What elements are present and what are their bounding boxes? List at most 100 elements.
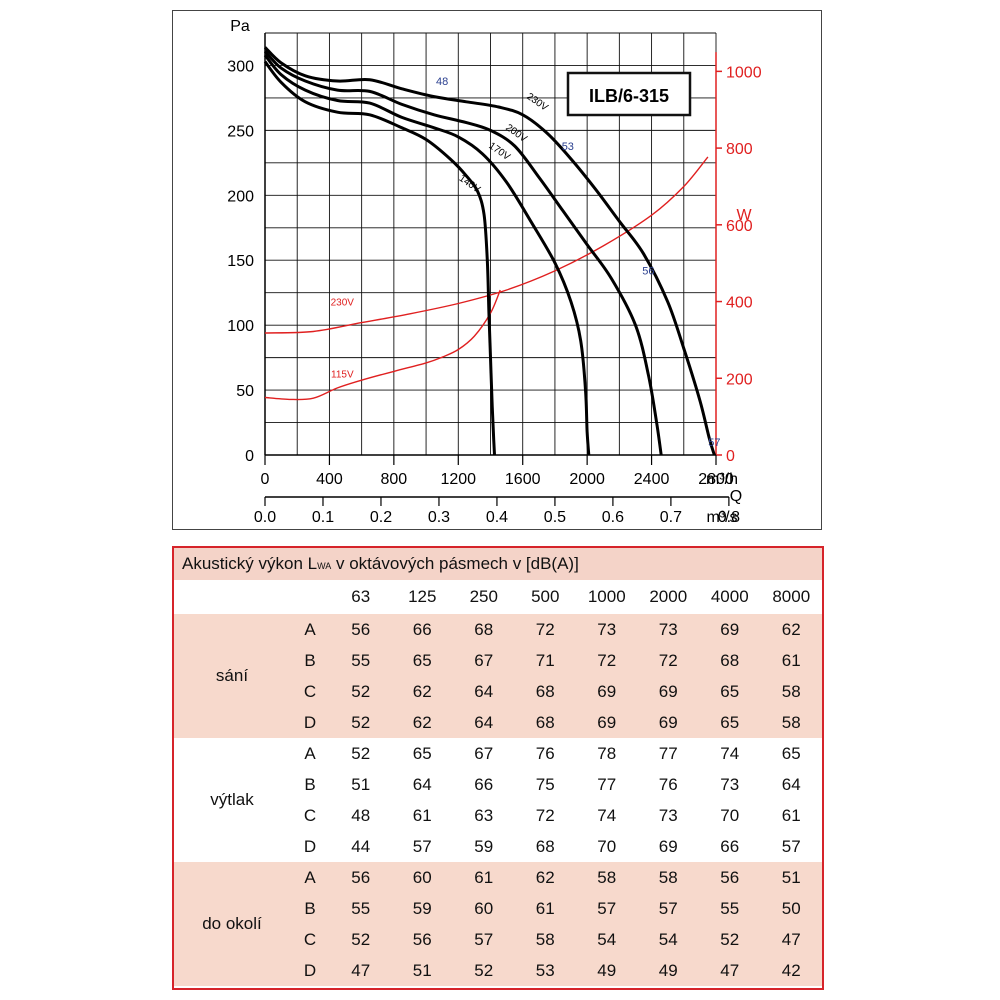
x2-tick-label: 0.3 [428, 509, 450, 526]
table-cell: 59 [391, 893, 453, 924]
band-header: 500 [531, 587, 560, 606]
group-label: výtlak [174, 738, 290, 862]
table-cell: 62 [391, 707, 453, 738]
table-cell: 65 [760, 738, 822, 769]
table-cell: 47 [699, 955, 761, 986]
x2-tick-label: 0.5 [544, 509, 566, 526]
table-cell: 67 [453, 738, 515, 769]
table-cell: 66 [453, 769, 515, 800]
table-title-subscript: WA [317, 561, 332, 571]
table-row: C 52 62 64 68 69 69 65 58 [174, 676, 822, 707]
x2-tick-label: 0.8 [718, 509, 740, 526]
header-empty-cell [290, 580, 330, 614]
power-curve-label: 115V [331, 370, 354, 381]
row-label: A [290, 614, 330, 645]
band-header: 2000 [649, 587, 688, 606]
x-tick-label: 400 [316, 471, 343, 488]
y-tick-label: 0 [245, 448, 254, 465]
y-tick-label: 50 [236, 383, 254, 400]
pressure-curve-140V [263, 60, 496, 456]
y2-axis-unit: W [736, 207, 752, 224]
table-cell: 55 [330, 893, 392, 924]
table-cell: 54 [576, 924, 638, 955]
table-cell: 74 [576, 800, 638, 831]
table-cell: 78 [576, 738, 638, 769]
y-tick-label: 150 [227, 253, 254, 270]
x-tick-label: 2000 [569, 471, 605, 488]
x2-tick-label: 0.4 [486, 509, 508, 526]
table-cell: 52 [330, 707, 392, 738]
table-cell: 50 [760, 893, 822, 924]
x2-tick-label: 0.1 [312, 509, 334, 526]
table-cell: 65 [391, 738, 453, 769]
table-row: D 47 51 52 53 49 49 47 42 [174, 955, 822, 986]
table-cell: 52 [330, 924, 392, 955]
table-cell: 64 [453, 676, 515, 707]
x-tick-label: 2400 [634, 471, 670, 488]
row-label: D [290, 955, 330, 986]
row-label: B [290, 893, 330, 924]
table-cell: 70 [699, 800, 761, 831]
table-cell: 64 [391, 769, 453, 800]
table-cell: 75 [514, 769, 576, 800]
table-cell: 56 [330, 614, 392, 645]
table-cell: 51 [330, 769, 392, 800]
table-row: D 52 62 64 68 69 69 65 58 [174, 707, 822, 738]
table-cell: 54 [637, 924, 699, 955]
y2-tick-label: 200 [726, 371, 753, 388]
table-cell: 57 [760, 831, 822, 862]
y-tick-label: 300 [227, 58, 254, 75]
table-cell: 65 [391, 645, 453, 676]
table-cell: 57 [637, 893, 699, 924]
operating-point-label: 57 [708, 437, 720, 449]
table-cell: 51 [760, 862, 822, 893]
y-tick-label: 100 [227, 318, 254, 335]
power-curve-label: 230V [331, 297, 355, 308]
table-cell: 76 [637, 769, 699, 800]
table-cell: 72 [514, 800, 576, 831]
table-row: výtlak A 52 65 67 76 78 77 74 65 [174, 738, 822, 862]
table-cell: 62 [391, 676, 453, 707]
table-cell: 62 [514, 862, 576, 893]
operating-point-label: 56 [642, 266, 654, 278]
y2-tick-label: 800 [726, 141, 753, 158]
table-cell: 73 [637, 800, 699, 831]
table-row: do okolí A 56 60 61 62 58 58 56 51 [174, 862, 822, 986]
table-cell: 68 [453, 614, 515, 645]
table-row: sání A 56 66 68 72 73 73 69 62 [174, 614, 822, 738]
table-cell: 58 [760, 707, 822, 738]
table-cell: 58 [760, 676, 822, 707]
table-cell: 48 [330, 800, 392, 831]
x2-tick-label: 0.0 [254, 509, 276, 526]
band-header: 4000 [710, 587, 749, 606]
table-cell: 65 [699, 676, 761, 707]
row-label: A [290, 738, 330, 769]
table-cell: 56 [330, 862, 392, 893]
table-row: B 51 64 66 75 77 76 73 64 [174, 769, 822, 800]
band-header: 1000 [587, 587, 626, 606]
pressure-curves [263, 46, 716, 456]
row-label: D [290, 831, 330, 862]
row-label: D [290, 707, 330, 738]
row-label: C [290, 676, 330, 707]
x-tick-label: 800 [381, 471, 408, 488]
row-label: B [290, 645, 330, 676]
performance-chart: 0 50 100 150 200 250 300 Pa 0 200 400 600 800 1000 W 0 4… [227, 18, 761, 526]
table-cell: 58 [514, 924, 576, 955]
table-cell: 57 [391, 831, 453, 862]
axes: 0 50 100 150 200 250 300 Pa 0 200 400 600 800 1000 W 0 4… [227, 18, 761, 526]
pressure-curve-230V [263, 46, 716, 456]
table-cell: 73 [576, 614, 638, 645]
table-cell: 70 [576, 831, 638, 862]
band-header: 250 [469, 587, 498, 606]
table-cell: 61 [760, 645, 822, 676]
table-cell: 64 [453, 707, 515, 738]
table-cell: 58 [576, 862, 638, 893]
table-cell: 61 [391, 800, 453, 831]
chart-frame [172, 10, 822, 530]
table-cell: 76 [514, 738, 576, 769]
power-curve-115V [264, 289, 501, 401]
band-header: 8000 [772, 587, 811, 606]
row-label: C [290, 924, 330, 955]
